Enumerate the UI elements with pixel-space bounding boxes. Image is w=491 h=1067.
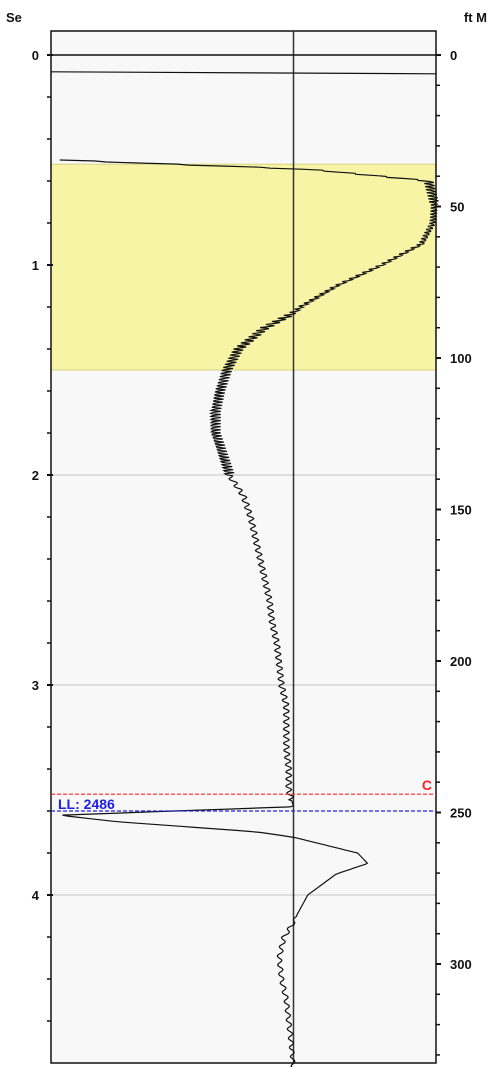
highlight-band-rect xyxy=(50,163,437,371)
right-tick-label: 300 xyxy=(450,957,472,972)
right-tick-label: 150 xyxy=(450,503,472,518)
left-tick-label: 2 xyxy=(32,468,39,483)
left-axis-title: Se xyxy=(6,10,22,25)
trace-line xyxy=(59,159,439,1067)
marker-label: LL: 2486 xyxy=(58,796,115,812)
left-tick-label: 4 xyxy=(32,888,40,903)
left-axis: 0 1 2 3 4 xyxy=(32,48,53,1022)
right-tick-label: 50 xyxy=(450,200,464,215)
right-tick-label: 200 xyxy=(450,654,472,669)
right-tick-label: 250 xyxy=(450,806,472,821)
plot-frame xyxy=(50,30,437,1064)
top-line-2 xyxy=(50,71,437,75)
left-tick-label: 3 xyxy=(32,678,39,693)
right-tick-label: 100 xyxy=(450,351,472,366)
marker-lines: C LL: 2486 xyxy=(51,777,436,812)
marker-label: C xyxy=(422,777,432,793)
left-tick-label: 1 xyxy=(32,258,39,273)
right-tick-label: 0 xyxy=(450,48,457,63)
frame-border xyxy=(50,30,437,1064)
highlight-band xyxy=(50,163,437,371)
trace-series xyxy=(59,159,439,1067)
left-tick-label: 0 xyxy=(32,48,39,63)
right-axis: 0 50 100 150 200 250 300 xyxy=(436,48,472,1056)
right-axis-title: ft M xyxy=(464,10,487,25)
